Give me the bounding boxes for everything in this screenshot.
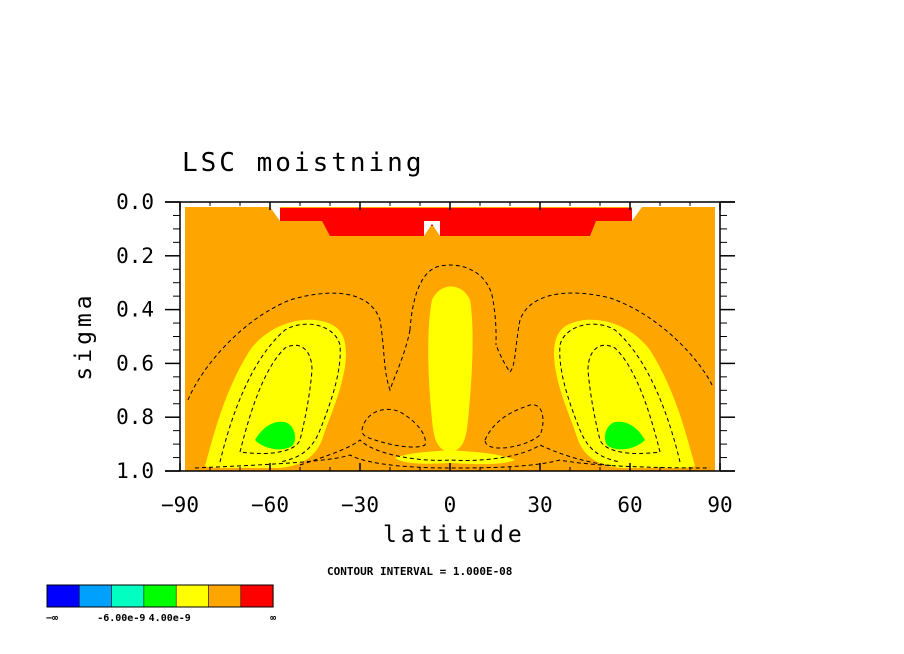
- colorbar-swatch: [208, 584, 242, 608]
- colorbar-label: ∞: [270, 613, 276, 624]
- x-ticks: −90 −60 −30 0 30 60 90: [161, 202, 733, 517]
- x-axis-label: latitude: [383, 522, 526, 548]
- colorbar-swatch: [240, 584, 274, 608]
- fill-red-upper-band: [280, 208, 632, 236]
- colorbar-label: 4.00e-9: [149, 613, 191, 624]
- x-tick-label: 0: [444, 493, 457, 517]
- colorbar-label: −∞: [46, 613, 58, 624]
- x-tick-label: 60: [617, 493, 642, 517]
- x-tick-label: −60: [251, 493, 289, 517]
- y-tick-label: 0.0: [116, 190, 154, 214]
- fill-yellow-sh-maximum: [205, 319, 346, 468]
- y-tick-label: 0.8: [116, 405, 154, 429]
- y-tick-label: 1.0: [116, 459, 154, 483]
- colorbar-frame: [46, 584, 274, 608]
- white-notch-center: [424, 221, 440, 236]
- fill-green-nh-peak: [604, 421, 645, 450]
- colorbar-swatch: [79, 584, 112, 608]
- x-tick-label: −30: [341, 493, 379, 517]
- y-ticks: 0.0 0.2 0.4 0.6 0.8 1.0: [116, 190, 735, 483]
- white-notch-right: [632, 207, 642, 221]
- contour-sh-inner: [239, 344, 313, 454]
- y-tick-label: 0.2: [116, 244, 154, 268]
- colorbar-swatch: [175, 584, 209, 608]
- contour-low-level: [299, 439, 616, 467]
- colorbar-swatch: [111, 584, 145, 608]
- contour-lines: [187, 264, 713, 469]
- fill-yellow-nh-maximum: [554, 319, 695, 468]
- fill-green-sh-peak: [255, 421, 296, 450]
- x-tick-label: 90: [707, 493, 732, 517]
- contour-outer-nh: [495, 292, 713, 386]
- plot-area: [185, 207, 715, 471]
- contour-equatorial-outer: [409, 264, 497, 346]
- colorbar-label: -6.00e-9: [97, 613, 145, 624]
- contour-sh-mid: [219, 323, 341, 463]
- y-tick-label: 0.4: [116, 298, 154, 322]
- colorbar-swatch: [46, 584, 80, 608]
- contour-interval-note: CONTOUR INTERVAL = 1.000E-08: [327, 565, 513, 578]
- chart-title: LSC moistning: [182, 148, 425, 178]
- y-tick-label: 0.6: [116, 351, 154, 375]
- contour-nh-inner: [587, 344, 661, 454]
- contour-nh-lower-loop: [484, 404, 544, 449]
- fill-yellow-equatorial-base: [395, 450, 515, 465]
- contour-outer-sh: [187, 292, 411, 401]
- fill-yellow-equatorial-column: [428, 286, 473, 452]
- x-tick-label: −90: [161, 493, 199, 517]
- contour-sh-lower-loop: [361, 408, 426, 448]
- x-tick-label: 30: [527, 493, 552, 517]
- contour-nh-mid: [559, 323, 681, 463]
- colorbar-swatch: [143, 584, 177, 608]
- colorbar: −∞ -6.00e-9 4.00e-9 ∞: [46, 584, 276, 624]
- white-notch-left: [270, 207, 280, 221]
